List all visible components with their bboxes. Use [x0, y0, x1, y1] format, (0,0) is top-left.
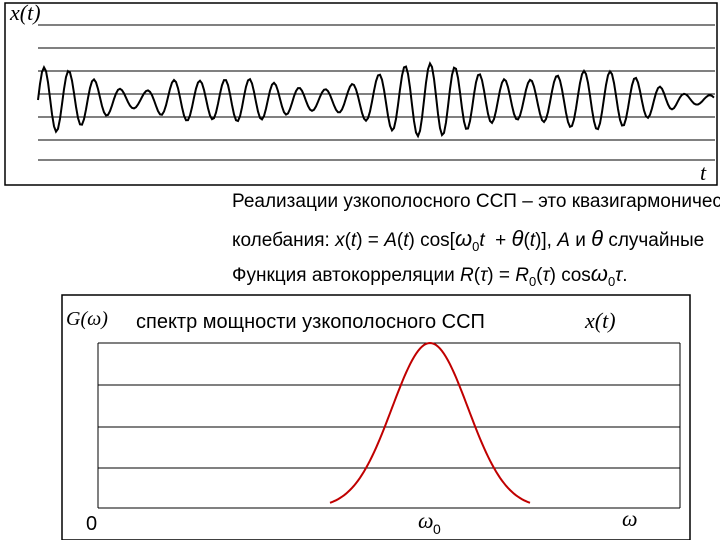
text: A — [384, 230, 397, 251]
x-label: ω — [622, 506, 638, 531]
figure-title: спектр мощности узкополосного ССП — [136, 311, 485, 333]
text-line: Реализации узкополосного ССП – это квази… — [232, 191, 720, 212]
text: 0 — [528, 274, 537, 289]
text: ( — [473, 265, 481, 286]
text: 0 — [607, 274, 616, 289]
text: ( — [523, 230, 530, 251]
text: t — [403, 230, 409, 251]
text: ( — [536, 265, 543, 286]
bottom-frame — [61, 294, 691, 540]
text: x — [335, 230, 345, 251]
text-line: колебания: x(t) = A(t) cos[ω0t + θ(t)], … — [232, 226, 704, 254]
spectrum-curve — [329, 341, 531, 504]
text: t — [350, 230, 357, 251]
text: τ — [480, 265, 488, 286]
text: )], — [535, 230, 558, 251]
text: θ — [591, 226, 604, 251]
origin-label: 0 — [86, 513, 97, 535]
text: R — [460, 265, 474, 286]
text: R — [515, 265, 529, 286]
text: и — [569, 230, 592, 251]
text-line: Функция автокорреляции R(τ) = R0(τ) cosω… — [232, 261, 628, 289]
top-grid — [38, 24, 715, 161]
text: ( — [396, 230, 404, 251]
text: ω — [590, 261, 608, 286]
text: ) = — [356, 230, 385, 251]
text: ) = — [487, 265, 516, 286]
top-frame — [4, 2, 718, 186]
bottom-grid — [97, 342, 681, 509]
text: случайные — [603, 230, 705, 251]
text: Функция автокорреляции — [232, 265, 461, 286]
title-symbol: x(t) — [584, 308, 616, 333]
text: + — [484, 230, 512, 251]
text: A — [557, 230, 570, 251]
text: t — [479, 230, 485, 251]
peak-label: ω — [418, 508, 434, 533]
text: ) cos[ — [408, 230, 455, 251]
x-label: t — [700, 160, 707, 185]
text: 0 — [472, 239, 480, 254]
text: . — [622, 265, 628, 286]
text: ( — [344, 230, 351, 251]
y-label: x(t) — [9, 0, 41, 25]
peak-label-sub: 0 — [433, 521, 441, 537]
text: ω — [454, 226, 473, 251]
text: θ — [511, 226, 524, 251]
y-label: G(ω) — [66, 308, 108, 330]
text: t — [529, 230, 536, 251]
waveform — [37, 61, 715, 139]
text: τ — [542, 265, 550, 286]
text: ) cos — [549, 265, 591, 286]
text: колебания: — [232, 230, 336, 251]
text: τ — [615, 265, 623, 286]
